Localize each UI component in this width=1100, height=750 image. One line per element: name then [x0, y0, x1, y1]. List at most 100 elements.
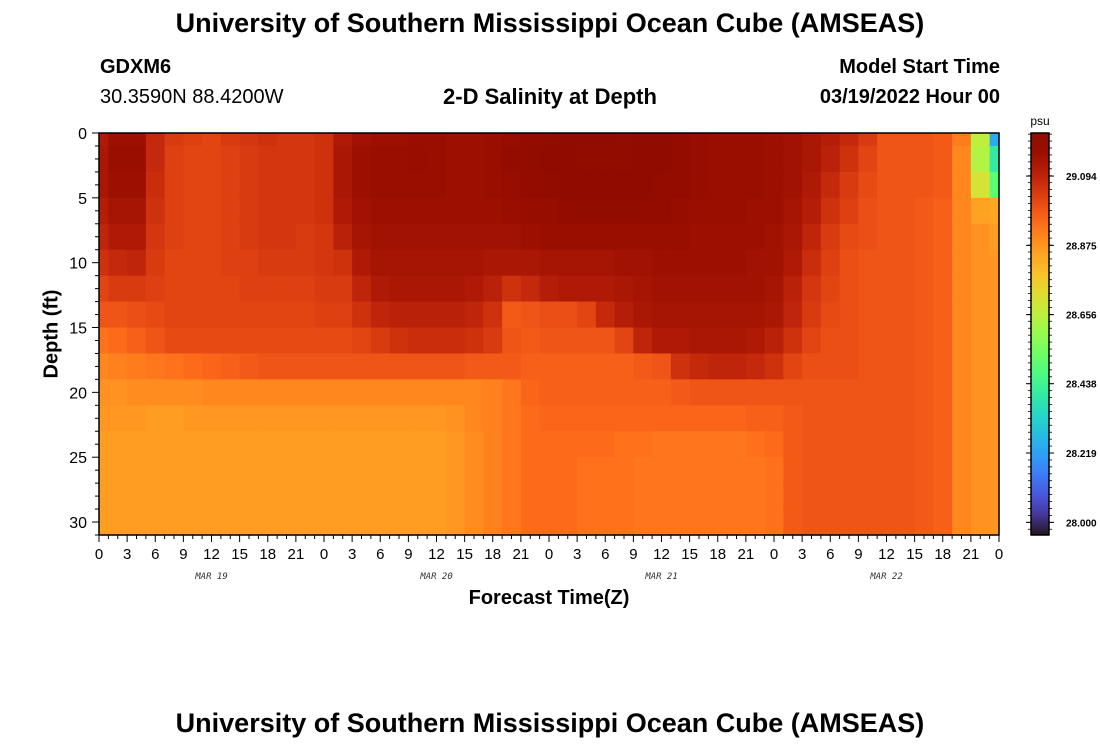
heatmap-cell: [520, 353, 541, 380]
heatmap-cell: [520, 301, 541, 329]
heatmap-cell: [989, 223, 1000, 251]
heatmap-cell: [577, 197, 597, 225]
heatmap-cell: [464, 457, 484, 484]
heatmap-cell: [408, 327, 428, 355]
heatmap-cell: [370, 133, 391, 147]
heatmap-cell: [164, 171, 184, 199]
heatmap-cell: [164, 431, 184, 458]
heatmap-cell: [183, 379, 203, 406]
heatmap-cell: [520, 509, 541, 536]
heatmap-cell: [614, 327, 634, 355]
heatmap-cell: [295, 223, 316, 251]
heatmap-cell: [352, 275, 372, 303]
heatmap-cell: [989, 405, 1000, 432]
heatmap-cell: [333, 353, 353, 380]
heatmap-cell: [108, 249, 128, 277]
heatmap-cell: [164, 249, 184, 277]
heatmap-cell: [427, 249, 447, 277]
heatmap-cell: [970, 275, 991, 303]
heatmap-cell: [108, 223, 128, 251]
heatmap-cell: [202, 197, 222, 225]
x-tick-label: 9: [404, 546, 412, 563]
x-tick-label: 6: [826, 546, 834, 563]
heatmap-cell: [202, 275, 222, 303]
heatmap-cell: [614, 483, 634, 510]
heatmap-cell: [408, 133, 428, 147]
heatmap-cell: [802, 133, 822, 147]
heatmap-cell: [99, 431, 109, 458]
colorbar-tick-label: 28.219: [1066, 449, 1097, 460]
heatmap-cell: [370, 483, 391, 510]
heatmap-cell: [895, 509, 916, 536]
heatmap-cell: [464, 327, 484, 355]
heatmap-cell: [858, 509, 878, 536]
heatmap-cell: [689, 457, 709, 484]
heatmap-cell: [689, 483, 709, 510]
heatmap-cell: [577, 483, 597, 510]
heatmap-cell: [633, 353, 653, 380]
heatmap-cell: [539, 483, 559, 510]
colorbar-tick-label: 28.000: [1066, 518, 1097, 529]
heatmap-cell: [652, 379, 672, 406]
heatmap-cell: [108, 145, 128, 173]
heatmap-cell: [314, 405, 334, 432]
y-tick-label: 20: [69, 385, 87, 402]
heatmap-cell: [145, 197, 166, 225]
heatmap-cell: [295, 405, 316, 432]
heatmap-cell: [127, 145, 147, 173]
heatmap-cell: [708, 171, 728, 199]
heatmap-cell: [652, 457, 672, 484]
heatmap-cell: [633, 405, 653, 432]
heatmap-cell: [483, 431, 503, 458]
heatmap-cell: [877, 379, 897, 406]
heatmap-cell: [652, 145, 672, 173]
heatmap-cell: [783, 145, 803, 173]
heatmap-cell: [202, 145, 222, 173]
heatmap-cell: [577, 171, 597, 199]
y-axis-label: Depth (ft): [40, 290, 62, 379]
heatmap-cell: [108, 171, 128, 199]
heatmap-cell: [99, 145, 109, 173]
heatmap-cell: [708, 327, 728, 355]
heatmap-cell: [333, 249, 353, 277]
heatmap-cell: [577, 379, 597, 406]
heatmap-cell: [708, 379, 728, 406]
heatmap-cell: [99, 509, 109, 536]
heatmap-cell: [464, 249, 484, 277]
heatmap-cell: [99, 249, 109, 277]
heatmap-cell: [502, 353, 522, 380]
heatmap-cell: [277, 379, 297, 406]
heatmap-cell: [952, 223, 972, 251]
heatmap-cell: [464, 353, 484, 380]
heatmap-cell: [427, 405, 447, 432]
heatmap-cell: [483, 509, 503, 536]
station-id: GDXM6: [100, 56, 172, 78]
heatmap-cell: [202, 301, 222, 329]
heatmap-cell: [802, 223, 822, 251]
heatmap-cell: [614, 275, 634, 303]
heatmap-cell: [127, 197, 147, 225]
heatmap-cell: [802, 171, 822, 199]
heatmap-cell: [933, 405, 953, 432]
heatmap-cell: [502, 431, 522, 458]
heatmap-cell: [258, 223, 278, 251]
heatmap-cell: [539, 171, 559, 199]
heatmap-cell: [99, 457, 109, 484]
heatmap-cell: [764, 405, 784, 432]
heatmap-cell: [502, 405, 522, 432]
heatmap-cell: [183, 145, 203, 173]
heatmap-cell: [370, 275, 391, 303]
heatmap-cell: [989, 133, 1000, 147]
x-tick-label: 12: [203, 546, 220, 563]
heatmap-cell: [877, 249, 897, 277]
heatmap-cell: [127, 405, 147, 432]
heatmap-cell: [370, 301, 391, 329]
heatmap-cell: [333, 509, 353, 536]
heatmap-cell: [445, 133, 466, 147]
heatmap-cell: [127, 431, 147, 458]
heatmap-cell: [877, 223, 897, 251]
heatmap-cell: [558, 509, 578, 536]
heatmap-cell: [183, 353, 203, 380]
heatmap-cell: [539, 327, 559, 355]
heatmap-cell: [727, 509, 747, 536]
